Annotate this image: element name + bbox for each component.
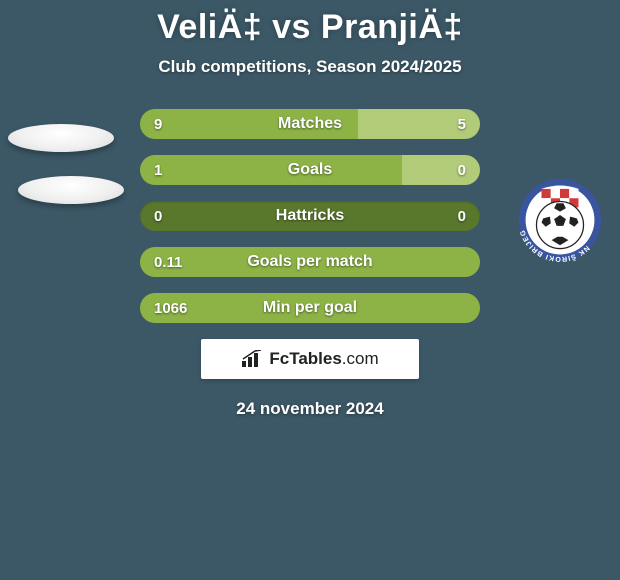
stat-bar-right — [402, 155, 480, 185]
stat-row-goals-per-match: 0.11 Goals per match — [140, 247, 480, 277]
stat-label: Matches — [278, 115, 342, 133]
stat-left-value: 0.11 — [154, 254, 182, 271]
brand-tag[interactable]: FcTables.com — [201, 339, 419, 379]
stat-label: Min per goal — [263, 299, 357, 317]
stat-row-goals: 1 Goals 0 — [140, 155, 480, 185]
date-text: 24 november 2024 — [0, 399, 620, 419]
stats-block: 9 Matches 5 1 Goals 0 0 Hattricks 0 0.11… — [0, 109, 620, 323]
stat-right-value: 0 — [458, 162, 466, 179]
stat-left-value: 9 — [154, 116, 162, 133]
stat-bar-left — [140, 155, 402, 185]
stat-left-value: 1066 — [154, 300, 187, 317]
stat-label: Goals per match — [247, 253, 372, 271]
stat-right-value: 5 — [458, 116, 466, 133]
stat-left-value: 1 — [154, 162, 162, 179]
bar-chart-icon — [241, 350, 263, 368]
page-title: VeliÄ‡ vs PranjiÄ‡ — [0, 8, 620, 47]
brand-text: FcTables.com — [269, 349, 378, 369]
season-subtitle: Club competitions, Season 2024/2025 — [0, 57, 620, 77]
stat-label: Goals — [288, 161, 332, 179]
stat-row-matches: 9 Matches 5 — [140, 109, 480, 139]
stat-row-hattricks: 0 Hattricks 0 — [140, 201, 480, 231]
stat-label: Hattricks — [276, 207, 344, 225]
stat-row-min-per-goal: 1066 Min per goal — [140, 293, 480, 323]
stat-left-value: 0 — [154, 208, 162, 225]
stat-right-value: 0 — [458, 208, 466, 225]
